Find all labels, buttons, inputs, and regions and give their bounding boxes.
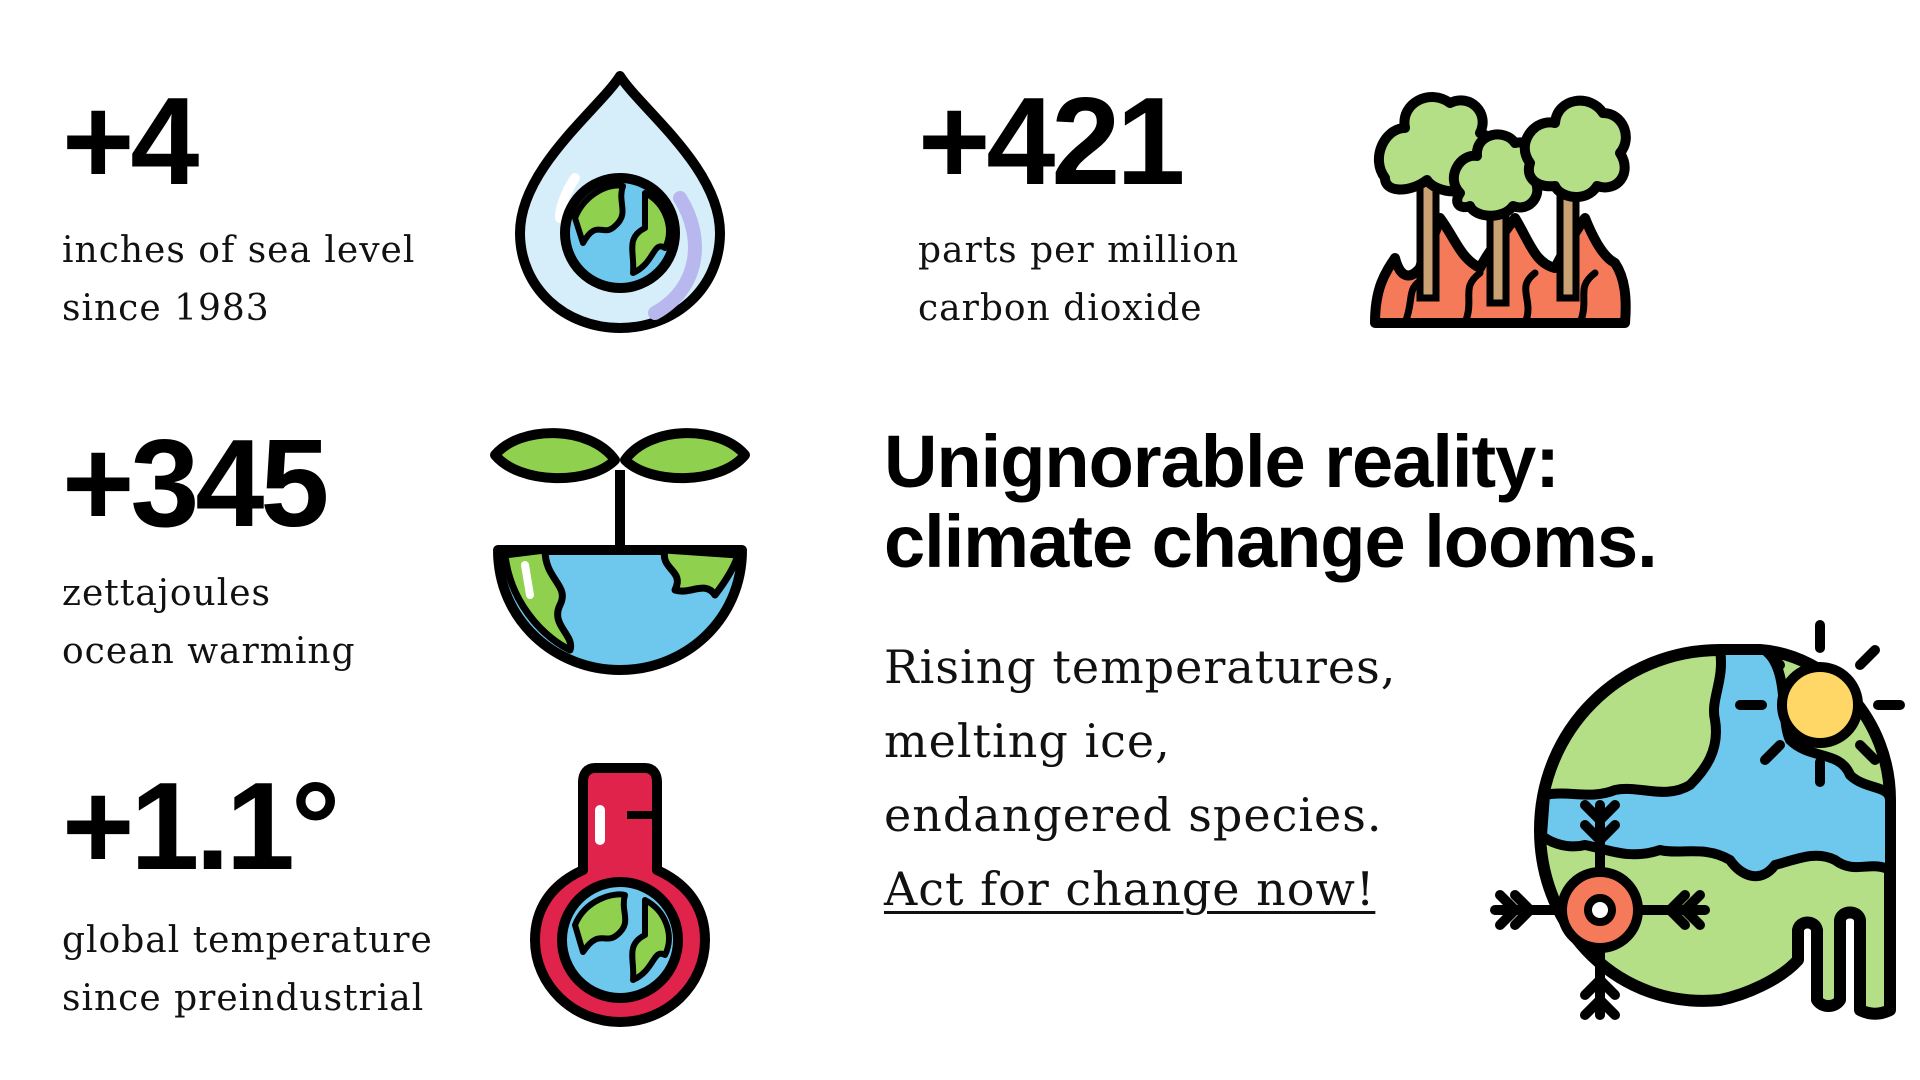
headline-line: Unignorable reality: xyxy=(884,420,1560,503)
forest-fire-icon xyxy=(1370,92,1631,328)
body-text: Rising temperatures, melting ice, endang… xyxy=(884,630,1396,926)
stat-desc-line: zettajoules xyxy=(62,573,271,614)
headline: Unignorable reality: climate change loom… xyxy=(884,420,1658,583)
stat-desc-line: since 1983 xyxy=(62,288,270,329)
headline-line: climate change looms. xyxy=(884,500,1658,583)
stat-number-sea-level: +4 xyxy=(62,73,199,211)
stat-desc-co2: parts per million carbon dioxide xyxy=(918,222,1239,338)
act-for-change-link[interactable]: Act for change now! xyxy=(884,862,1376,916)
stat-number-co2: +421 xyxy=(918,73,1185,211)
thermometer-earth-icon xyxy=(530,763,710,1027)
stat-desc-line: global temperature xyxy=(62,920,433,961)
stat-desc-line: ocean warming xyxy=(62,631,356,672)
stat-desc-temperature: global temperature since preindustrial xyxy=(62,912,433,1028)
stat-desc-ocean-warming: zettajoules ocean warming xyxy=(62,565,356,681)
stat-desc-sea-level: inches of sea level since 1983 xyxy=(62,222,415,338)
sprouting-earth-icon xyxy=(490,428,750,675)
climate-earth-icon xyxy=(1490,620,1905,1020)
stat-desc-line: parts per million xyxy=(918,230,1240,271)
body-line: endangered species. xyxy=(884,788,1383,842)
stat-number-temperature: +1.1° xyxy=(62,758,340,896)
water-drop-earth-icon xyxy=(515,71,725,333)
body-line: melting ice, xyxy=(884,714,1171,768)
stat-number-ocean-warming: +345 xyxy=(62,415,329,553)
stat-desc-line: carbon dioxide xyxy=(918,288,1203,329)
stat-desc-line: since preindustrial xyxy=(62,978,425,1019)
stat-desc-line: inches of sea level xyxy=(62,230,416,271)
body-line: Rising temperatures, xyxy=(884,640,1397,694)
